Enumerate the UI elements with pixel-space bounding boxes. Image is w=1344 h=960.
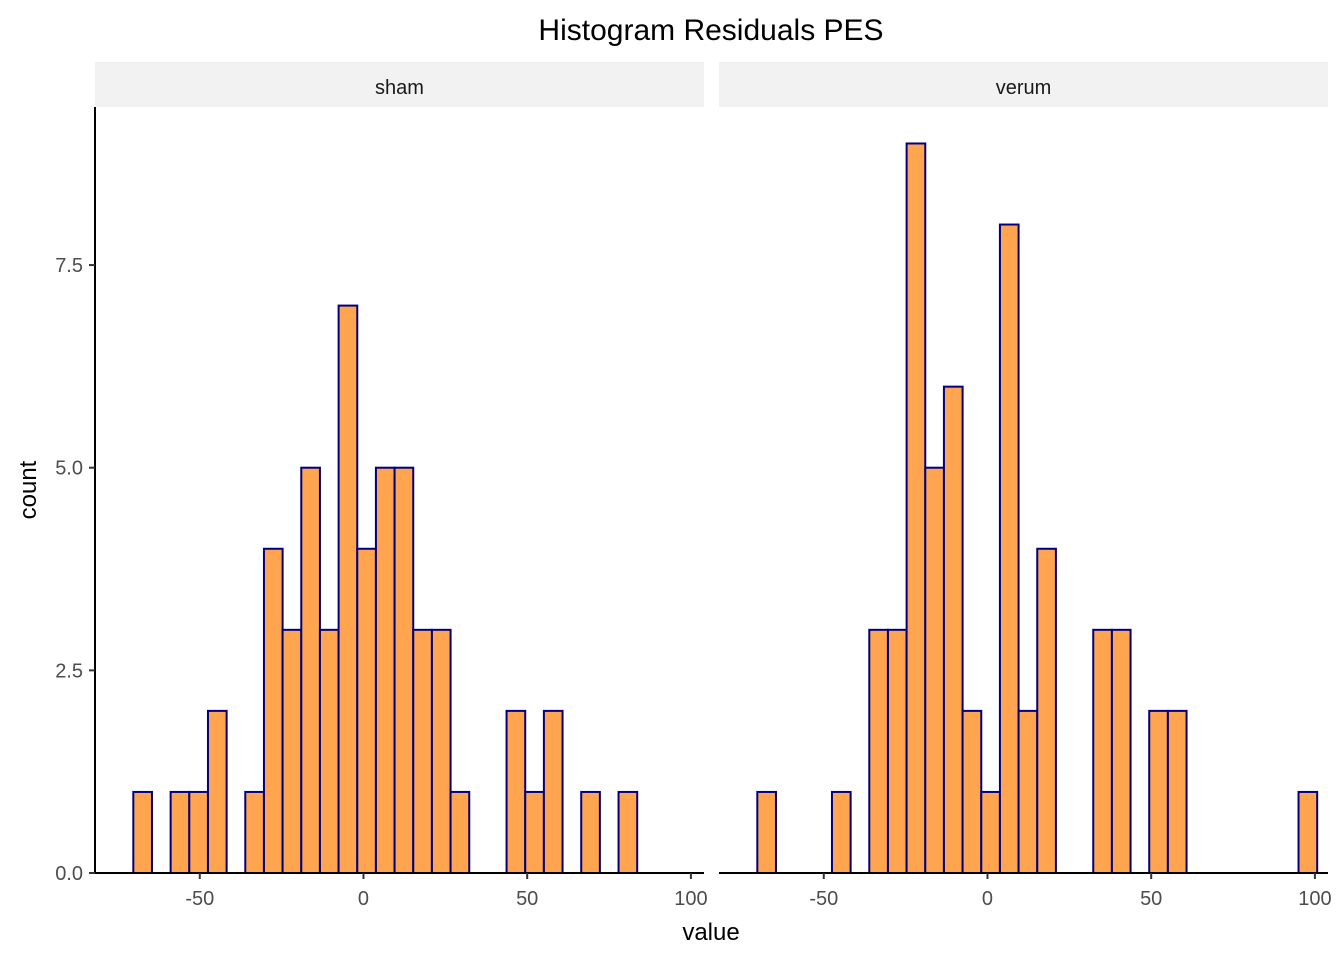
histogram-bar — [756, 790, 777, 874]
x-tick-label: 100 — [1298, 888, 1331, 910]
x-tick-label: 50 — [1140, 888, 1162, 910]
histogram-bar — [998, 223, 1020, 875]
bars-sham — [132, 304, 694, 875]
histogram-bar — [505, 709, 527, 875]
y-tick-label: 0.0 — [55, 863, 83, 885]
histogram-bar — [1166, 709, 1188, 875]
histogram-bar — [393, 466, 415, 874]
histogram-bar — [580, 790, 601, 874]
strip-label-sham: sham — [375, 77, 424, 99]
y-tick-label: 5.0 — [55, 458, 83, 480]
histogram-bar — [244, 790, 265, 874]
histogram-bar — [1297, 790, 1319, 874]
histogram-bar — [542, 709, 564, 875]
histogram-bar — [374, 466, 396, 874]
x-axis-title: value — [682, 919, 739, 946]
histogram-bar — [942, 385, 964, 874]
histogram-bar — [1036, 547, 1057, 875]
histogram-bar — [356, 547, 377, 875]
histogram-bar — [961, 709, 983, 875]
strip-sham — [95, 62, 704, 107]
histogram-bar — [617, 790, 639, 874]
panel-verum: verum -50 0 50 100 — [719, 62, 1332, 910]
histogram-bar — [262, 547, 284, 875]
x-tick-label: 100 — [674, 888, 707, 910]
x-tick-label: -50 — [185, 888, 214, 910]
histogram-bar — [318, 628, 340, 874]
histogram-bar — [1092, 628, 1113, 874]
histogram-bar — [412, 628, 433, 874]
histogram-bar — [169, 790, 191, 874]
histogram-bar — [1017, 709, 1039, 875]
histogram-bar — [868, 628, 889, 874]
histogram-bar — [1148, 709, 1169, 875]
x-tick-label: -50 — [809, 888, 838, 910]
x-tick-label: 0 — [358, 888, 369, 910]
histogram-bar — [430, 628, 452, 874]
y-tick-label: 2.5 — [55, 660, 83, 682]
histogram-bar — [524, 790, 545, 874]
histogram-bar — [188, 790, 209, 874]
x-tick-label: 0 — [982, 888, 993, 910]
strip-verum — [719, 62, 1328, 107]
histogram-bar — [830, 790, 852, 874]
histogram-bar — [924, 466, 945, 874]
histogram-bar — [206, 709, 228, 875]
bars-verum — [756, 142, 1319, 875]
histogram-bar — [886, 628, 908, 874]
histogram-bar — [300, 466, 321, 874]
y-axis-title: count — [15, 460, 42, 519]
histogram-bar — [905, 142, 927, 874]
plot-title: Histogram Residuals PES — [538, 14, 883, 47]
histogram-bar — [132, 790, 153, 874]
x-tick-label: 50 — [516, 888, 538, 910]
y-tick-label: 7.5 — [55, 255, 83, 277]
histogram-bar — [1110, 628, 1132, 874]
histogram-bar — [337, 304, 359, 874]
panel-sham: sham -50 0 50 100 0.0 2.5 5.0 7.5 — [55, 62, 708, 910]
histogram-bar — [980, 790, 1001, 874]
histogram-bar — [281, 628, 303, 874]
histogram-bar — [449, 790, 471, 874]
facet-panels: sham -50 0 50 100 0.0 2.5 5.0 7.5 verum -50 0 50 100 — [55, 62, 1332, 910]
strip-label-verum: verum — [996, 77, 1052, 99]
